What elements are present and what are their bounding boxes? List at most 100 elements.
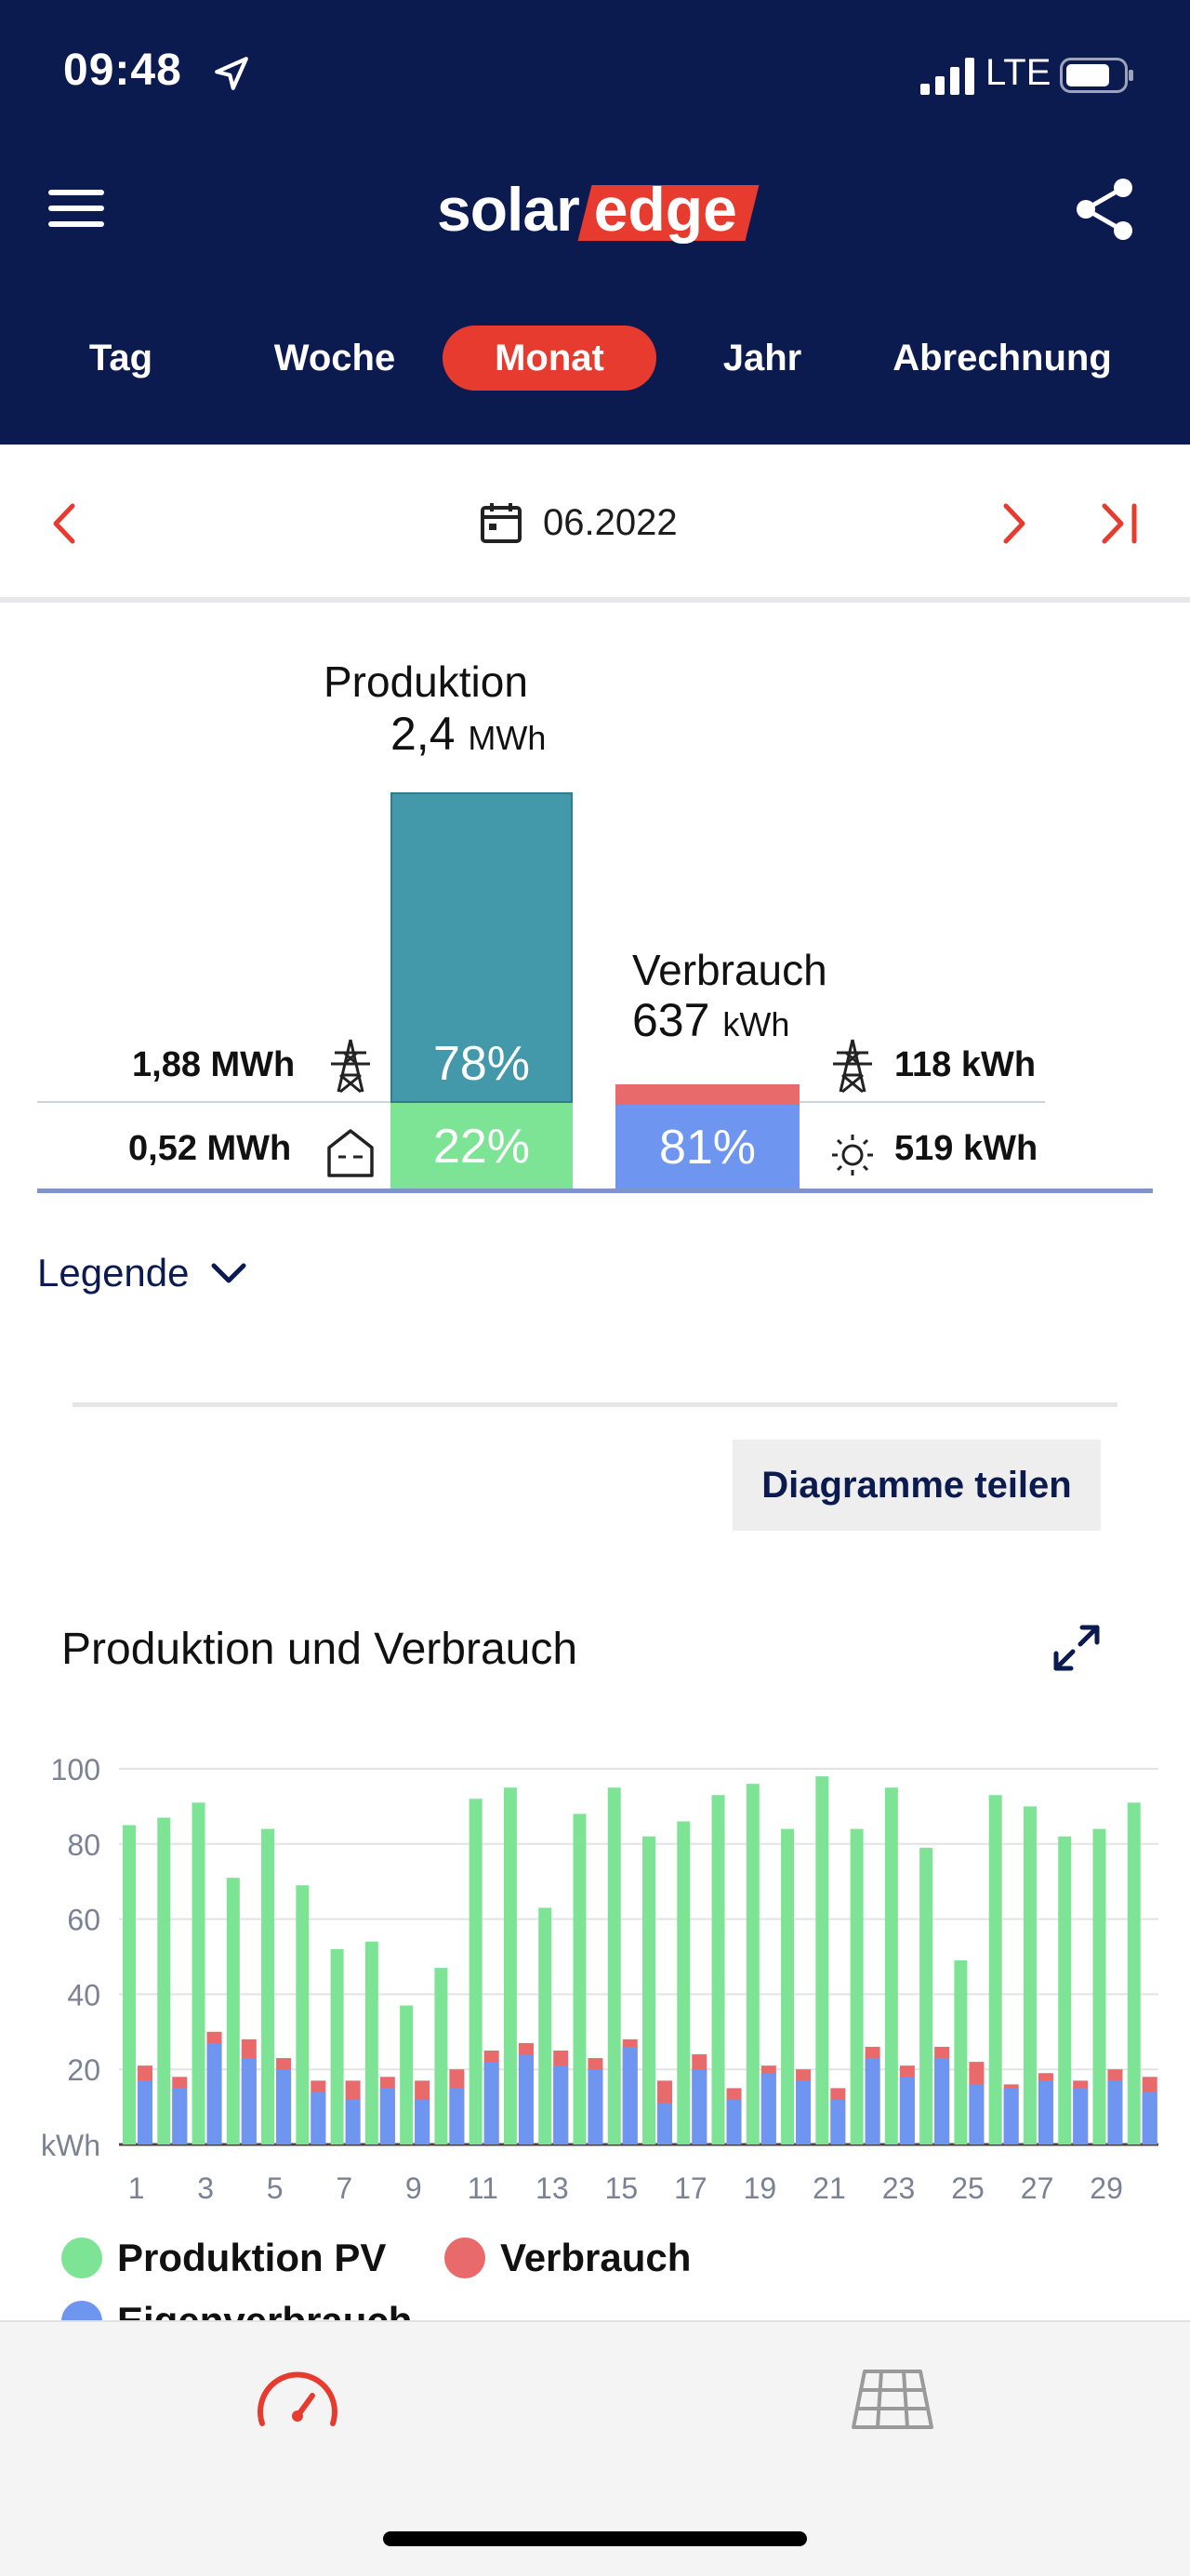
bar-production-pv — [781, 1828, 795, 2144]
bar-production-pv — [1023, 1806, 1037, 2144]
bar-eigenverbrauch — [518, 2054, 534, 2144]
bar-eigenverbrauch — [276, 2069, 292, 2144]
bar-production-pv — [573, 1813, 587, 2144]
x-tick-label: 1 — [128, 2171, 145, 2205]
bar-eigenverbrauch — [934, 2058, 950, 2144]
next-period-icon[interactable] — [995, 498, 1032, 549]
chart-title: Produktion und Verbrauch — [61, 1625, 578, 1674]
bar-production-pv — [988, 1795, 1002, 2144]
production-unit: MWh — [468, 719, 547, 757]
tab-jahr[interactable]: Jahr — [722, 338, 802, 378]
consumption-self-bar: 81% — [615, 1105, 800, 1190]
bar-production-pv — [400, 2005, 414, 2144]
chevron-down-icon — [211, 1263, 246, 1283]
bar-eigenverbrauch — [865, 2058, 880, 2144]
consumption-self-pct: 81% — [658, 1121, 757, 1175]
bar-production-pv — [157, 1817, 171, 2144]
x-tick-label: 5 — [267, 2171, 284, 2205]
share-icon[interactable] — [1073, 177, 1138, 242]
legend-dot — [444, 2237, 485, 2278]
bar-eigenverbrauch — [449, 2088, 465, 2144]
bar-production-pv — [746, 1784, 760, 2144]
tab-abrechnung[interactable]: Abrechnung — [892, 338, 1112, 378]
bar-eigenverbrauch — [1003, 2088, 1019, 2144]
x-tick-label: 9 — [405, 2171, 422, 2205]
bar-eigenverbrauch — [899, 2077, 915, 2144]
bar-eigenverbrauch — [1038, 2080, 1053, 2144]
bar-eigenverbrauch — [1073, 2088, 1089, 2144]
legend-toggle[interactable]: Legende — [37, 1251, 247, 1295]
chart-legend: Produktion PV Verbrauch Eigenverbrauch — [56, 2232, 1153, 2325]
legend-label: Verbrauch — [500, 2236, 692, 2279]
bar-eigenverbrauch — [206, 2042, 222, 2144]
bar-eigenverbrauch — [622, 2046, 638, 2144]
power-tower-icon — [331, 1039, 370, 1094]
solar-value: 519 kWh — [894, 1129, 1038, 1168]
house-icon — [327, 1129, 374, 1177]
app-header: 09:48 LTE solar edge — [0, 0, 1190, 445]
dashboard-gauge-icon[interactable] — [251, 2362, 344, 2437]
bar-production-pv — [607, 1787, 621, 2144]
consumption-total: 637 kWh — [632, 993, 789, 1047]
bar-eigenverbrauch — [241, 2058, 257, 2144]
calendar-icon — [481, 503, 522, 543]
tab-tag[interactable]: Tag — [88, 338, 153, 378]
share-charts-button[interactable]: Diagramme teilen — [733, 1440, 1101, 1531]
y-axis-unit: kWh — [41, 2129, 100, 2162]
bar-production-pv — [677, 1821, 691, 2144]
tab-woche[interactable]: Woche — [273, 338, 396, 378]
tab-monat[interactable]: Monat — [443, 325, 656, 391]
solar-panel-layout-icon[interactable] — [846, 2362, 939, 2437]
bar-eigenverbrauch — [379, 2088, 395, 2144]
x-tick-label: 3 — [197, 2171, 214, 2205]
x-tick-label: 11 — [468, 2171, 498, 2205]
bar-production-pv — [1092, 1828, 1106, 2144]
date-navigation: 06.2022 — [0, 445, 1190, 603]
bar-production-pv — [954, 1960, 968, 2144]
last-period-icon[interactable] — [1097, 498, 1144, 549]
bar-production-pv — [850, 1828, 864, 2144]
status-bar: 09:48 LTE — [0, 0, 1190, 149]
bar-eigenverbrauch — [415, 2099, 430, 2144]
x-tick-label: 25 — [951, 2171, 985, 2205]
x-tick-label: 21 — [813, 2171, 846, 2205]
bar-production-pv — [261, 1828, 275, 2144]
y-tick-label: 100 — [51, 1753, 100, 1786]
divider-line — [800, 1101, 1045, 1103]
production-label: Produktion — [324, 657, 528, 706]
x-tick-label: 15 — [605, 2171, 639, 2205]
bar-eigenverbrauch — [345, 2099, 361, 2144]
expand-icon[interactable] — [1051, 1622, 1103, 1674]
date-picker[interactable]: 06.2022 — [480, 497, 678, 549]
bar-eigenverbrauch — [138, 2080, 152, 2144]
bar-eigenverbrauch — [657, 2103, 672, 2144]
production-export-bar: 78% — [390, 792, 573, 1103]
bar-production-pv — [296, 1885, 310, 2144]
menu-icon[interactable] — [48, 186, 104, 231]
bar-eigenverbrauch — [553, 2065, 569, 2144]
bar-eigenverbrauch — [172, 2088, 188, 2144]
battery-icon — [1060, 58, 1133, 93]
production-self-pct: 22% — [432, 1120, 531, 1174]
y-tick-label: 40 — [67, 1978, 100, 2012]
bar-eigenverbrauch — [483, 2062, 499, 2144]
previous-period-icon[interactable] — [46, 498, 84, 549]
legend-item[interactable]: Verbrauch — [444, 2236, 691, 2280]
power-tower-icon — [833, 1039, 872, 1094]
location-arrow-icon — [215, 57, 248, 90]
bar-production-pv — [226, 1878, 240, 2144]
bar-eigenverbrauch — [969, 2084, 985, 2144]
y-tick-label: 80 — [67, 1828, 100, 1862]
solaredge-logo: solar edge — [437, 167, 752, 251]
bar-eigenverbrauch — [760, 2073, 776, 2144]
legend-item[interactable]: Produktion PV — [61, 2236, 386, 2280]
bar-production-pv — [434, 1968, 448, 2144]
consumption-grid-bar — [615, 1084, 800, 1105]
logo-text-edge: edge — [585, 174, 752, 245]
bar-eigenverbrauch — [726, 2099, 742, 2144]
date-label: 06.2022 — [543, 501, 678, 543]
x-tick-label: 7 — [336, 2171, 352, 2205]
self-use-value: 0,52 MWh — [128, 1129, 292, 1168]
